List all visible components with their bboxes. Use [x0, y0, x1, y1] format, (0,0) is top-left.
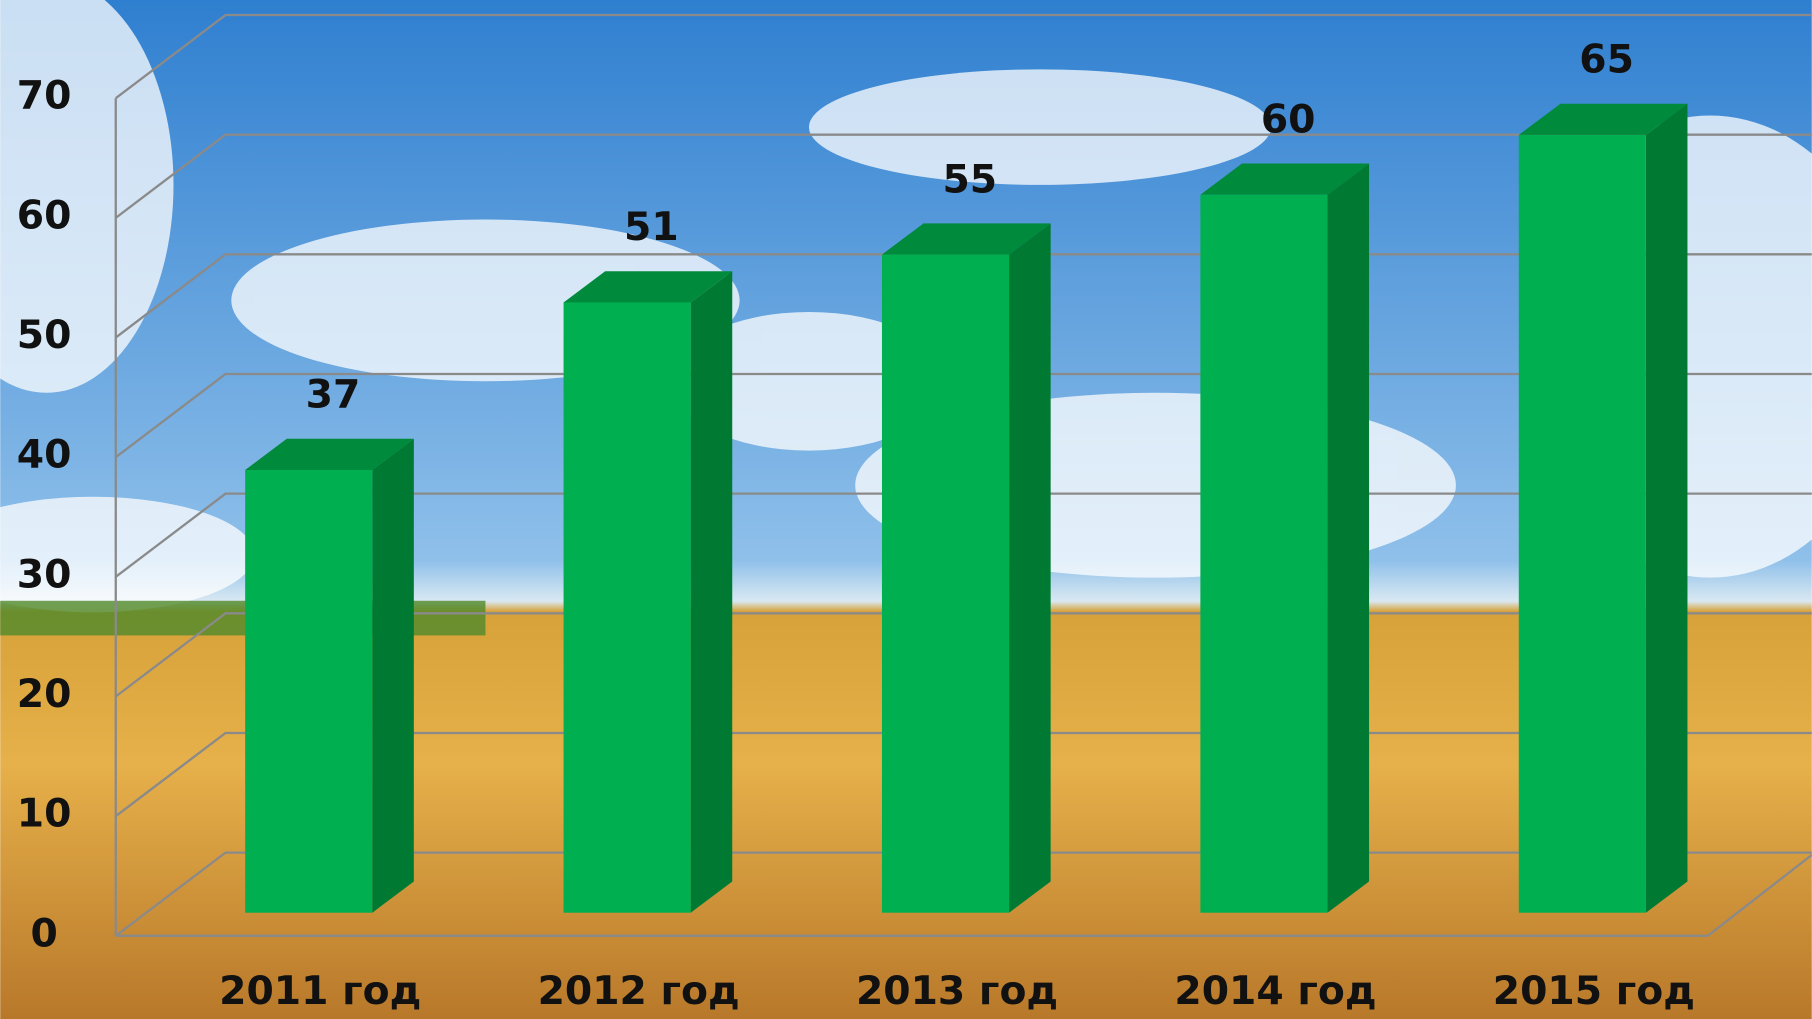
grid-line	[115, 13, 1812, 100]
bar-side	[1645, 103, 1688, 913]
x-tick-label: 2011 год	[219, 969, 421, 1014]
y-tick-label: 70	[17, 74, 72, 119]
bar-top	[881, 223, 1051, 255]
x-tick-label: 2014 год	[1174, 969, 1376, 1014]
y-tick-label: 0	[30, 911, 57, 956]
y-tick-label: 20	[17, 672, 72, 717]
bar-top	[563, 271, 733, 303]
x-tick-label: 2013 год	[856, 969, 1058, 1014]
x-tick-label: 2012 год	[538, 969, 740, 1014]
bar-side	[1009, 223, 1051, 913]
data-label: 55	[942, 157, 997, 202]
grid-line	[115, 133, 1812, 219]
bar-side	[372, 438, 414, 913]
bar-side	[1327, 163, 1370, 913]
bar-side	[690, 271, 733, 913]
floor-edge	[115, 854, 1812, 937]
data-label: 60	[1261, 97, 1316, 142]
y-tick-label: 40	[17, 433, 72, 478]
bar-top	[245, 438, 414, 470]
data-label: 51	[624, 205, 679, 250]
y-tick-label: 30	[17, 552, 72, 597]
bar-top	[1200, 163, 1370, 195]
bar	[1200, 194, 1328, 913]
bar	[563, 302, 691, 913]
y-tick-label: 60	[17, 193, 72, 238]
data-label: 65	[1579, 38, 1634, 83]
bar-top	[1518, 103, 1688, 135]
x-tick-label: 2015 год	[1493, 969, 1695, 1014]
bar	[245, 469, 373, 913]
data-label: 37	[306, 373, 361, 418]
y-tick-label: 10	[17, 792, 72, 837]
bar	[881, 254, 1010, 913]
y-tick-label: 50	[17, 313, 72, 358]
bar	[1518, 134, 1646, 913]
